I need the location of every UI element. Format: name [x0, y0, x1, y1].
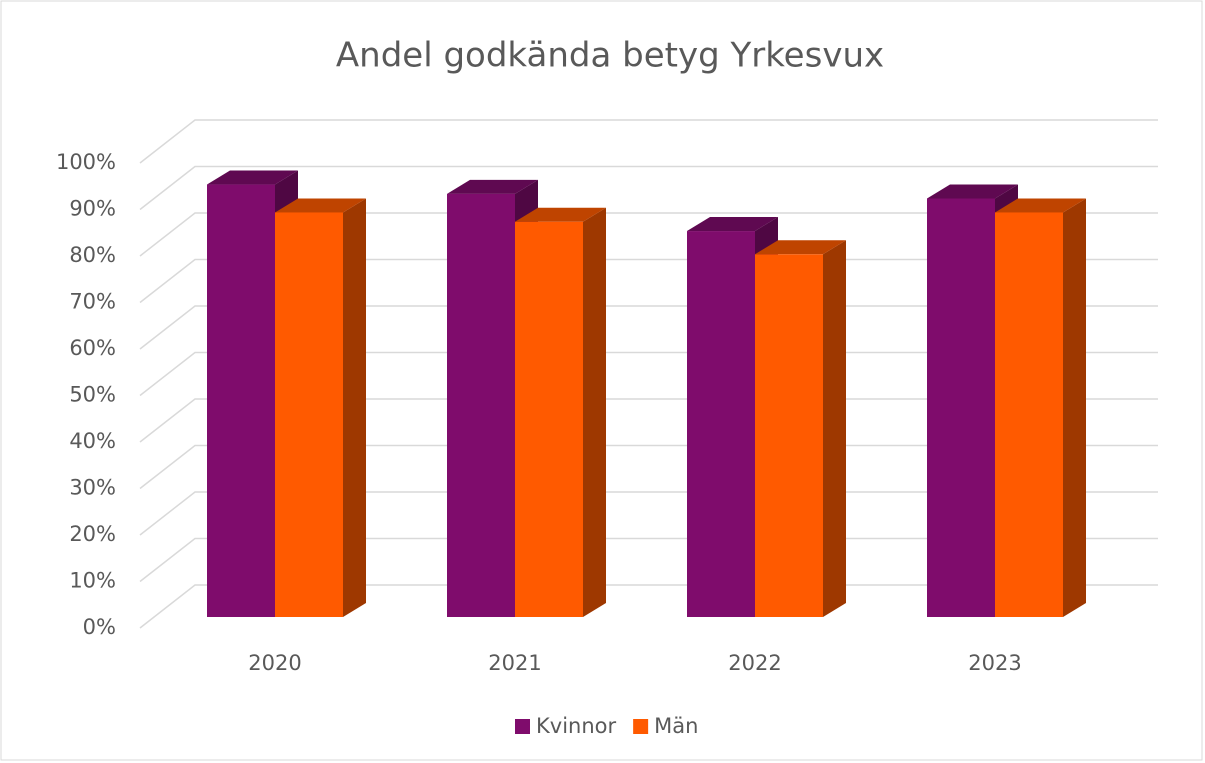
- bar-top: [515, 207, 606, 222]
- y-tick-label: 50%: [69, 383, 116, 407]
- bar-side: [1063, 198, 1086, 617]
- legend-swatch: [633, 719, 649, 734]
- y-tick-label: 70%: [69, 290, 116, 314]
- y-tick-label: 0%: [83, 615, 116, 639]
- grid-line: [139, 165, 1158, 211]
- bar-top: [755, 240, 846, 255]
- bar: [755, 240, 846, 618]
- bar-top: [995, 198, 1086, 213]
- bar-side: [823, 240, 846, 618]
- bar-top: [275, 198, 366, 213]
- y-tick-label: 40%: [69, 429, 116, 453]
- x-tick-label: 2023: [968, 651, 1021, 675]
- bar-front: [927, 198, 995, 617]
- bar-front: [207, 184, 275, 618]
- x-tick-label: 2020: [248, 651, 301, 675]
- x-tick-label: 2022: [728, 651, 781, 675]
- bar-top: [207, 170, 298, 185]
- y-tick-label: 100%: [56, 150, 116, 174]
- bar-top: [687, 217, 778, 232]
- bar-front: [687, 231, 755, 618]
- x-tick-label: 2021: [488, 651, 541, 675]
- grid-line: [139, 119, 1158, 164]
- y-tick-label: 30%: [69, 476, 116, 500]
- bar: [515, 207, 606, 617]
- bar-top: [447, 179, 538, 194]
- chart-title: Andel godkända betyg Yrkesvux: [336, 36, 884, 76]
- bar-front: [515, 221, 583, 617]
- y-tick-label: 10%: [69, 569, 116, 593]
- legend-label: Kvinnor: [536, 714, 617, 738]
- bar-side: [343, 198, 366, 617]
- y-tick-label: 80%: [69, 243, 116, 267]
- bar-top: [927, 184, 1018, 199]
- y-tick-label: 90%: [69, 197, 116, 221]
- bar-front: [755, 254, 823, 618]
- bar-side: [583, 207, 606, 617]
- legend-swatch: [515, 719, 530, 734]
- grid-line: [139, 212, 1158, 257]
- y-tick-label: 20%: [69, 522, 116, 546]
- bar-front: [275, 212, 343, 617]
- bar: [275, 198, 366, 617]
- bar: [995, 198, 1086, 617]
- bar-front: [447, 193, 515, 617]
- y-tick-label: 60%: [69, 336, 116, 360]
- legend-label: Män: [654, 714, 698, 738]
- bar-front: [995, 212, 1063, 617]
